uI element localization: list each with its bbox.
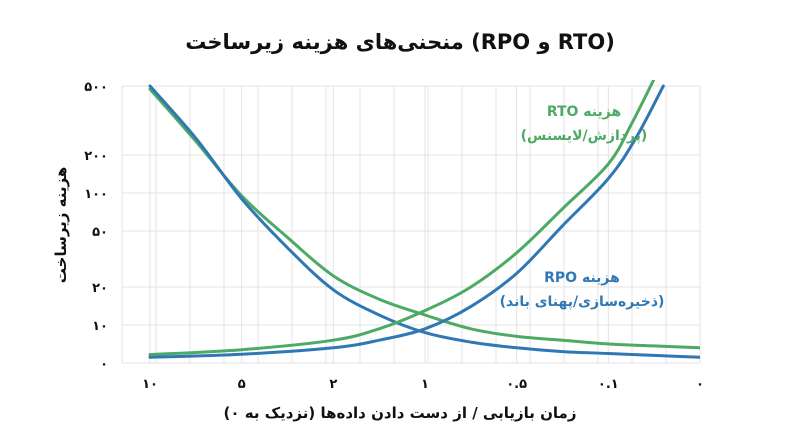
series-line-4 xyxy=(148,84,665,359)
x-tick-label: ۲ xyxy=(329,377,337,392)
x-tick-label: ۱۰ xyxy=(142,377,158,392)
series-line-3 xyxy=(148,80,656,357)
y-axis-label: هزینه زیرساخت xyxy=(52,167,70,283)
x-tick-label: ۰.۵ xyxy=(506,377,527,392)
y-tick-label: ۵۰ xyxy=(92,225,108,240)
y-tick-label: ۱۰ xyxy=(92,319,108,334)
y-tick-label: ۲۰۰ xyxy=(84,149,108,164)
series-labels: هزینه RTO (پردازش/لایسنس) هزینه RPO (ذخیره‌… xyxy=(500,104,665,310)
grid xyxy=(121,85,701,364)
plot-area xyxy=(148,80,700,359)
x-tick-label: ۰.۱ xyxy=(598,377,619,392)
y-tick-label: ۱۰۰ xyxy=(84,187,108,202)
series-label-sub: (ذخیره‌سازی/پهنای باند) xyxy=(500,294,665,310)
x-tick-label: ۰ xyxy=(696,377,704,392)
series-label-sub: (پردازش/لایسنس) xyxy=(521,128,648,144)
y-tick-label: ۵۰۰ xyxy=(84,80,108,95)
x-axis-label: زمان بازیابی / از دست دادن داده‌ها (نزدی… xyxy=(224,404,577,422)
chart-title: منحنی‌های هزینه زیرساخت (RPO و RTO) xyxy=(185,30,615,54)
series-line-2 xyxy=(148,84,700,359)
series-line-1 xyxy=(148,87,700,350)
x-tick-label: ۵ xyxy=(238,377,246,392)
y-tick-label: ۲۰ xyxy=(92,281,108,296)
series-label-name: هزینه RPO xyxy=(544,270,620,286)
x-tick-label: ۱ xyxy=(421,377,429,392)
y-tick-label: ۰ xyxy=(100,357,108,372)
series-label-name: هزینه RTO xyxy=(547,104,621,120)
